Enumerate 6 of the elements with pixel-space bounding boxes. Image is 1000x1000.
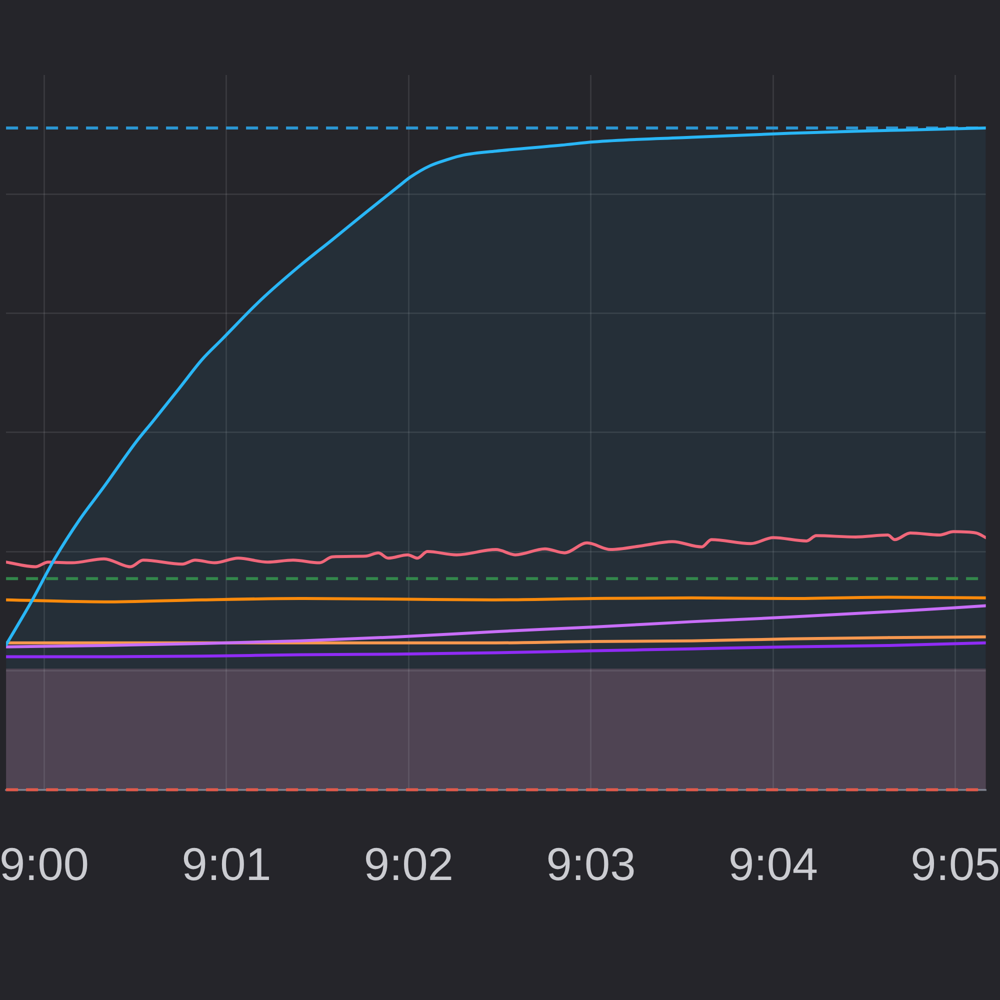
- x-tick-label: 9:04: [728, 838, 818, 890]
- x-tick-label: 9:00: [0, 838, 89, 890]
- x-tick-label: 9:01: [182, 838, 272, 890]
- x-tick-label: 9:05: [910, 838, 1000, 890]
- x-tick-label: 9:03: [546, 838, 636, 890]
- x-tick-label: 9:02: [364, 838, 454, 890]
